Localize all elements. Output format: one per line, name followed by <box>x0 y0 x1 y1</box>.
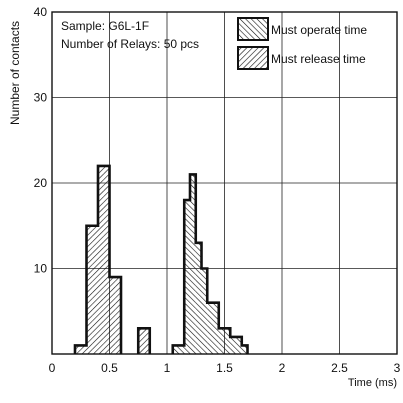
legend-swatch-release <box>237 46 269 70</box>
y-axis-label: Number of contacts <box>8 21 22 125</box>
bar-series0-3 <box>190 174 196 354</box>
bar-series1-2 <box>86 225 93 354</box>
tick-labels: 0 0.5 1 1.5 2 2.5 3 10 20 30 40 <box>34 5 401 375</box>
x-tick-label-6: 3 <box>394 361 401 375</box>
annotation-relay-count: Number of Relays: 50 pcs <box>61 37 199 51</box>
bars <box>73 164 249 354</box>
bar-series0-4 <box>195 242 202 354</box>
x-tick-label-3: 1.5 <box>216 361 233 375</box>
x-tick-label-0: 0 <box>49 361 56 375</box>
x-tick-label-2: 1 <box>164 361 171 375</box>
bar-series1-9 <box>138 328 144 354</box>
x-tick-label-1: 0.5 <box>101 361 118 375</box>
bar-series0-6 <box>207 302 213 354</box>
bar-series0-1 <box>178 345 185 354</box>
bar-series0-7 <box>213 302 219 354</box>
bar-outline-series1 <box>73 164 152 354</box>
y-tick-label-0: 10 <box>34 262 48 276</box>
annotation-sample: Sample: G6L-1F <box>61 19 149 33</box>
bar-series1-1 <box>80 345 87 354</box>
x-tick-label-4: 2 <box>279 361 286 375</box>
bar-series0-5 <box>201 268 208 354</box>
bar-series0-11 <box>236 336 242 354</box>
plot-frame <box>51 11 398 355</box>
bar-series0-12 <box>241 345 248 354</box>
bar-series0-9 <box>224 328 231 354</box>
bar-series0-0 <box>172 345 179 354</box>
legend: Must operate time Must release time <box>237 17 367 70</box>
bar-outline-series0 <box>171 173 249 354</box>
bar-series1-7 <box>115 277 121 354</box>
y-tick-label-1: 20 <box>34 176 48 190</box>
bar-series1-5 <box>103 165 110 354</box>
y-tick-label-3: 40 <box>34 5 48 19</box>
bar-series0-8 <box>218 328 225 354</box>
x-tick-label-5: 2.5 <box>331 361 348 375</box>
legend-label-release: Must release time <box>271 52 366 66</box>
x-axis-label: Time (ms) <box>348 377 397 389</box>
y-tick-label-2: 30 <box>34 91 48 105</box>
legend-label-operate: Must operate time <box>271 23 367 37</box>
bar-series1-4 <box>98 165 104 354</box>
legend-swatch-operate <box>237 17 269 41</box>
bar-series1-6 <box>109 277 116 354</box>
bar-series1-10 <box>144 328 150 354</box>
bar-series0-2 <box>184 200 190 354</box>
bar-series0-10 <box>230 336 236 354</box>
bar-series1-3 <box>92 225 98 354</box>
bar-series1-0 <box>75 345 81 354</box>
